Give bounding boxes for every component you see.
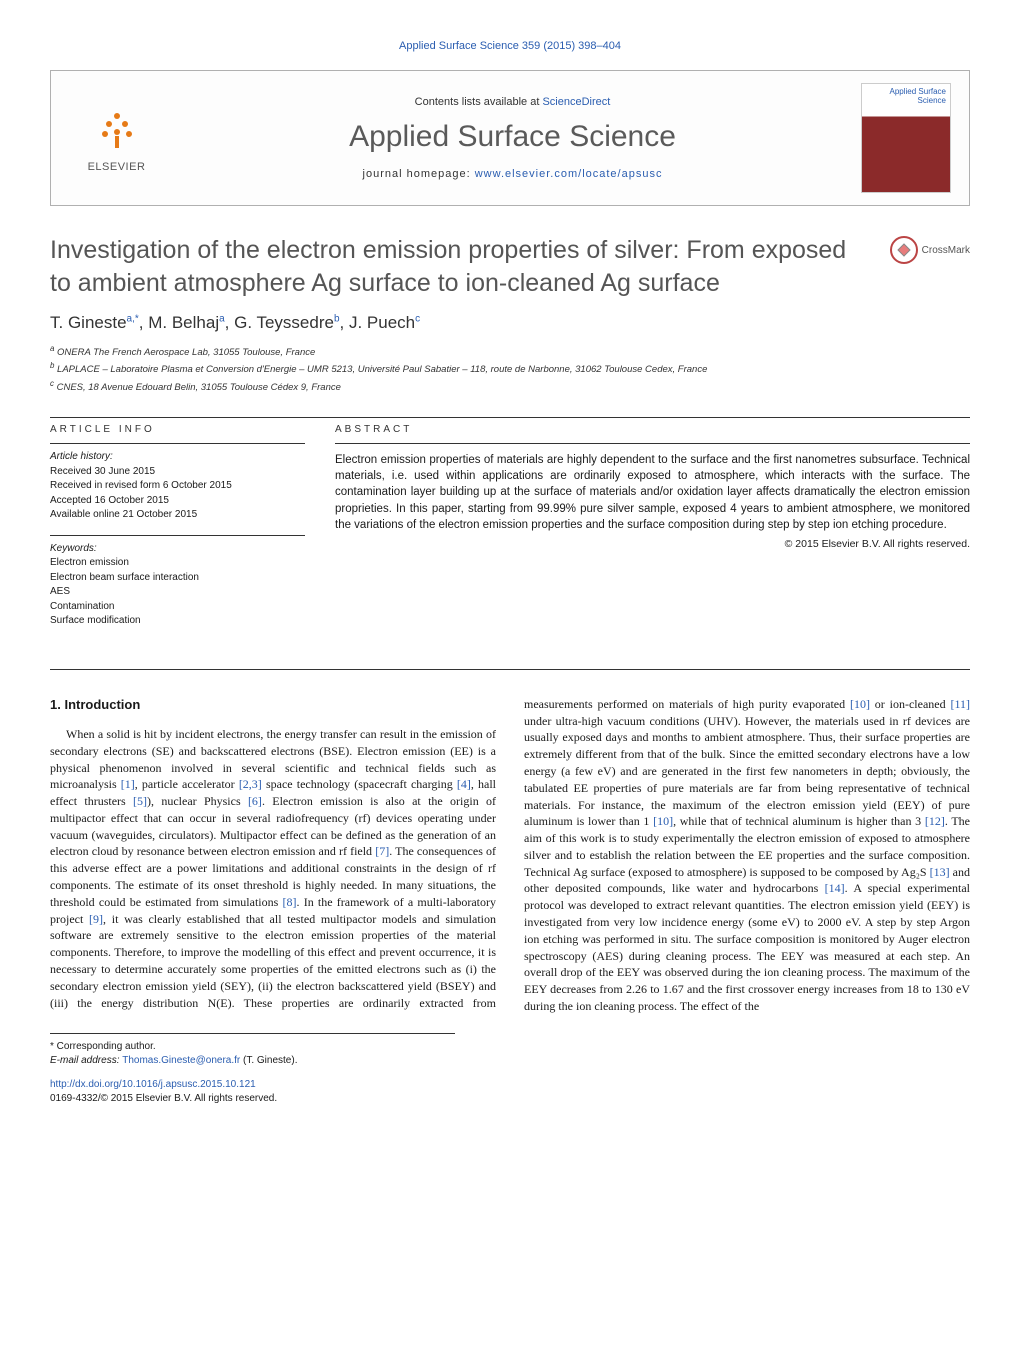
journal-homepage: journal homepage: www.elsevier.com/locat…	[164, 168, 861, 180]
article-info-column: ARTICLE INFO Article history: Received 3…	[50, 424, 305, 641]
received-date: Received 30 June 2015	[50, 465, 305, 480]
publisher-name: ELSEVIER	[88, 161, 146, 173]
email-link[interactable]: Thomas.Gineste@onera.fr	[122, 1055, 240, 1066]
crossmark-label: CrossMark	[922, 244, 970, 257]
ref-link[interactable]: [2,3]	[239, 777, 262, 791]
ref-link[interactable]: [10]	[653, 814, 673, 828]
ref-link[interactable]: [4]	[457, 777, 471, 791]
authors-line: T. Ginestea,*, M. Belhaja, G. Teyssedreb…	[50, 313, 970, 333]
elsevier-tree-icon	[93, 104, 141, 159]
abstract-heading: ABSTRACT	[335, 424, 970, 435]
divider	[50, 669, 970, 670]
keywords-label: Keywords:	[50, 542, 305, 557]
ref-link[interactable]: [9]	[89, 912, 103, 926]
ref-link[interactable]: [6]	[248, 794, 262, 808]
ref-link[interactable]: [13]	[930, 865, 950, 879]
keyword: Electron emission	[50, 556, 305, 571]
corr-label: * Corresponding author.	[50, 1040, 455, 1054]
abstract-text: Electron emission properties of material…	[335, 443, 970, 551]
ref-link[interactable]: [5]	[133, 794, 147, 808]
accepted-date: Accepted 16 October 2015	[50, 494, 305, 509]
corresponding-author: * Corresponding author. E-mail address: …	[50, 1033, 455, 1068]
ref-link[interactable]: [1]	[121, 777, 135, 791]
homepage-prefix: journal homepage:	[363, 168, 475, 180]
keywords-block: Keywords: Electron emission Electron bea…	[50, 535, 305, 629]
article-info-heading: ARTICLE INFO	[50, 424, 305, 435]
history-label: Article history:	[50, 450, 305, 465]
article-title: Investigation of the electron emission p…	[50, 234, 970, 299]
divider	[50, 417, 970, 418]
contents-available: Contents lists available at ScienceDirec…	[164, 96, 861, 108]
ref-link[interactable]: [8]	[283, 895, 297, 909]
homepage-link[interactable]: www.elsevier.com/locate/apsusc	[475, 168, 663, 180]
issn-copyright: 0169-4332/© 2015 Elsevier B.V. All right…	[50, 1093, 277, 1104]
journal-banner: ELSEVIER Contents lists available at Sci…	[50, 70, 970, 206]
body-text: 1. Introduction When a solid is hit by i…	[50, 696, 970, 1015]
crossmark-icon	[890, 236, 918, 264]
contents-prefix: Contents lists available at	[415, 96, 543, 108]
revised-date: Received in revised form 6 October 2015	[50, 479, 305, 494]
affiliations: a ONERA The French Aerospace Lab, 31055 …	[50, 343, 970, 395]
abstract-column: ABSTRACT Electron emission properties of…	[335, 424, 970, 641]
doi-link[interactable]: http://dx.doi.org/10.1016/j.apsusc.2015.…	[50, 1079, 256, 1090]
keyword: Surface modification	[50, 614, 305, 629]
keyword: Electron beam surface interaction	[50, 571, 305, 586]
header-citation: Applied Surface Science 359 (2015) 398–4…	[50, 40, 970, 52]
corr-email-line: E-mail address: Thomas.Gineste@onera.fr …	[50, 1054, 455, 1068]
article-history: Article history: Received 30 June 2015 R…	[50, 443, 305, 523]
ref-link[interactable]: [11]	[950, 697, 970, 711]
publisher-logo: ELSEVIER	[69, 91, 164, 186]
journal-title: Applied Surface Science	[164, 120, 861, 154]
abstract-copyright: © 2015 Elsevier B.V. All rights reserved…	[335, 537, 970, 552]
affiliation-a: a ONERA The French Aerospace Lab, 31055 …	[50, 343, 970, 360]
sciencedirect-link[interactable]: ScienceDirect	[542, 96, 610, 108]
doi-block: http://dx.doi.org/10.1016/j.apsusc.2015.…	[50, 1078, 970, 1106]
affiliation-b: b LAPLACE – Laboratoire Plasma et Conver…	[50, 360, 970, 377]
cover-label: Applied Surface Science	[866, 88, 946, 106]
journal-cover: Applied Surface Science	[861, 83, 951, 193]
ref-link[interactable]: [10]	[850, 697, 870, 711]
affiliation-c: c CNES, 18 Avenue Edouard Belin, 31055 T…	[50, 378, 970, 395]
ref-link[interactable]: [7]	[375, 844, 389, 858]
keyword: AES	[50, 585, 305, 600]
ref-link[interactable]: [14]	[825, 881, 845, 895]
online-date: Available online 21 October 2015	[50, 508, 305, 523]
body-paragraph: When a solid is hit by incident electron…	[50, 696, 970, 1015]
crossmark-badge[interactable]: CrossMark	[890, 236, 970, 264]
ref-link[interactable]: [12]	[925, 814, 945, 828]
article-title-text: Investigation of the electron emission p…	[50, 236, 846, 297]
section-heading: 1. Introduction	[50, 696, 496, 714]
keyword: Contamination	[50, 600, 305, 615]
